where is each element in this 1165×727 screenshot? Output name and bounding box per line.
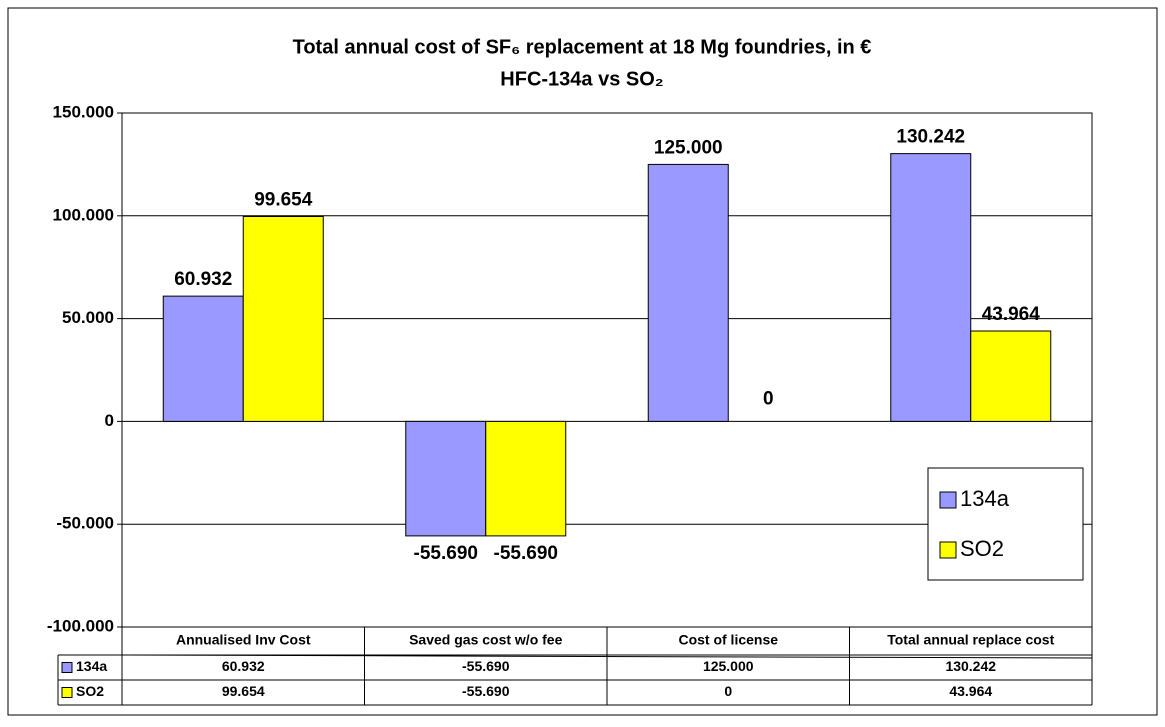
y-tick-label: 50.000 [62, 308, 114, 327]
table-row-label: 134a [76, 658, 107, 674]
data-label: 0 [763, 388, 774, 409]
table-legend-swatch [61, 687, 73, 698]
y-tick-label: 0 [105, 411, 114, 430]
data-label: 130.242 [896, 127, 965, 148]
x-tick-label: Cost of license [678, 632, 778, 648]
x-tick-label: Annualised Inv Cost [176, 632, 311, 648]
y-tick-label: -50.000 [56, 514, 114, 533]
bar [890, 153, 972, 422]
table-cell: 130.242 [945, 658, 996, 674]
table-cell: 0 [724, 683, 732, 699]
data-label: 43.964 [982, 304, 1041, 325]
chart-title: Total annual cost of SF₆ replacement at … [293, 36, 872, 58]
table-row-label: SO2 [76, 683, 104, 699]
table-cell: 99.654 [222, 683, 265, 699]
legend-box [927, 467, 1084, 581]
data-label: -55.690 [414, 543, 478, 564]
bar [485, 420, 567, 537]
bar [970, 330, 1052, 422]
chart-subtitle: HFC-134a vs SO₂ [500, 68, 663, 90]
x-tick-label: Saved gas cost w/o fee [409, 632, 562, 648]
legend-label: 134a [960, 486, 1010, 511]
x-tick-label: Total annual replace cost [887, 632, 1054, 648]
bar [242, 216, 324, 422]
y-tick-label: -100.000 [47, 616, 114, 635]
data-label: 60.932 [174, 269, 232, 290]
bar [162, 295, 244, 422]
data-label: 125.000 [654, 137, 723, 158]
data-label: 99.654 [254, 190, 313, 211]
table-legend-swatch [61, 662, 73, 673]
bar [405, 420, 487, 537]
data-label: -55.690 [494, 543, 558, 564]
bar [647, 163, 729, 422]
legend-swatch [939, 491, 957, 509]
table-cell: 43.964 [949, 683, 992, 699]
table-cell: -55.690 [462, 658, 510, 674]
table-cell: 125.000 [703, 658, 754, 674]
table-cell: -55.690 [462, 683, 510, 699]
y-tick-label: 150.000 [53, 102, 114, 121]
legend-label: SO2 [960, 536, 1004, 561]
legend-swatch [939, 541, 957, 559]
y-tick-label: 100.000 [53, 205, 114, 224]
table-cell: 60.932 [222, 658, 265, 674]
